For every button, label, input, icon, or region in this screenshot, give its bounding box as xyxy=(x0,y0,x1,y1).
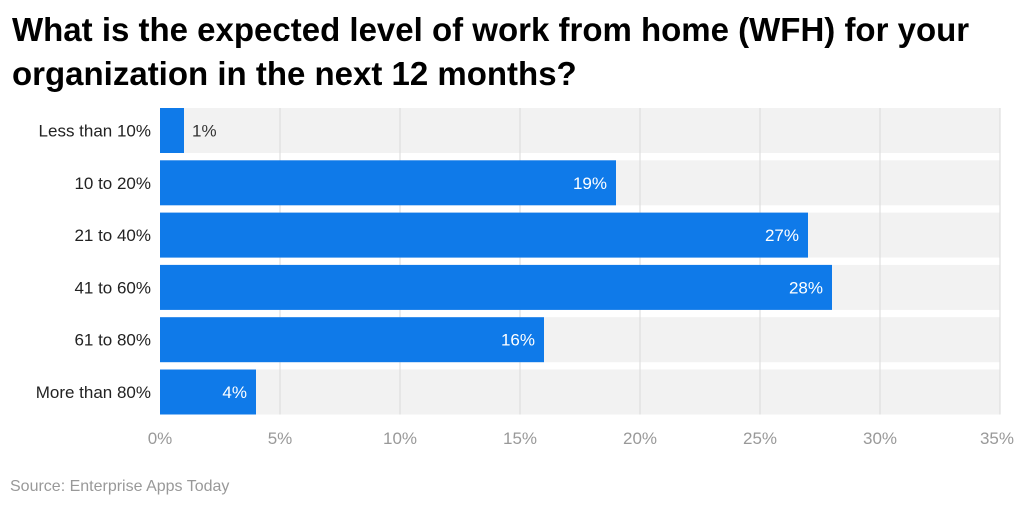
category-label: 41 to 60% xyxy=(74,278,151,297)
bar xyxy=(160,369,256,415)
x-tick-label: 25% xyxy=(743,429,777,448)
source-note: Source: Enterprise Apps Today xyxy=(10,478,230,495)
category-label: 61 to 80% xyxy=(74,331,151,350)
bar xyxy=(160,264,832,310)
x-tick-label: 10% xyxy=(383,429,417,448)
bar-track xyxy=(160,369,1000,415)
grid-lines xyxy=(279,108,1001,415)
bar-track xyxy=(160,108,1000,153)
value-label: 28% xyxy=(789,278,823,297)
category-label: More than 80% xyxy=(36,383,151,402)
bar xyxy=(160,212,808,258)
x-tick-label: 15% xyxy=(503,429,537,448)
bar xyxy=(160,317,544,363)
x-tick-label: 0% xyxy=(148,429,173,448)
category-labels: Less than 10% 10 to 20% 21 to 40% 41 to 60%… xyxy=(36,122,151,403)
x-tick-label: 35% xyxy=(980,429,1014,448)
value-label: 19% xyxy=(573,174,607,193)
bars xyxy=(160,108,832,415)
value-labels: 1% 19% 27% 28% 16% 4% xyxy=(192,122,823,403)
x-tick-label: 30% xyxy=(863,429,897,448)
category-label: 21 to 40% xyxy=(74,226,151,245)
bar-tracks xyxy=(160,108,1000,415)
bar xyxy=(160,108,184,153)
value-label: 27% xyxy=(765,226,799,245)
x-tick-label: 5% xyxy=(268,429,293,448)
category-label: 10 to 20% xyxy=(74,174,151,193)
x-tick-label: 20% xyxy=(623,429,657,448)
value-label: 16% xyxy=(501,331,535,350)
value-label: 4% xyxy=(222,383,247,402)
category-label: Less than 10% xyxy=(39,122,151,141)
chart-title: What is the expected level of work from … xyxy=(12,11,970,92)
x-axis-ticks: 0% 5% 10% 15% 20% 25% 30% 35% xyxy=(148,429,1014,448)
bar xyxy=(160,160,616,206)
value-label: 1% xyxy=(192,122,217,141)
